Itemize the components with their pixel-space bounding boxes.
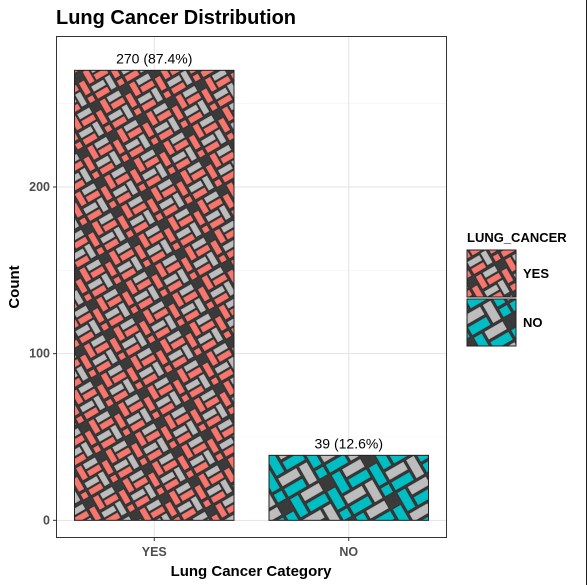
legend-items: YES NO: [466, 249, 549, 347]
y-tick-label: 0: [43, 513, 50, 527]
bar-no: [268, 454, 429, 521]
y-tick-label: 200: [29, 180, 50, 194]
x-tick-label: NO: [339, 545, 358, 559]
bar-yes: [74, 69, 235, 521]
bars: [74, 69, 429, 521]
legend-label-yes: YES: [523, 266, 549, 281]
legend-key-yes: [466, 249, 517, 298]
chart-title: Lung Cancer Distribution: [56, 7, 296, 29]
data-labels: 270 (87.4%) 39 (12.6%): [116, 50, 383, 451]
y-axis-title: Count: [6, 265, 23, 308]
x-axis: YES NO: [142, 537, 358, 559]
data-label-yes: 270 (87.4%): [116, 50, 192, 66]
legend-key-no: [466, 298, 517, 347]
x-tick-label: YES: [142, 545, 167, 559]
legend: LUNG_CANCER YES NO: [466, 230, 567, 347]
data-label-no: 39 (12.6%): [315, 435, 383, 451]
y-axis: 0 100 200: [29, 180, 57, 527]
x-axis-title: Lung Cancer Category: [171, 563, 333, 580]
legend-title: LUNG_CANCER: [467, 230, 567, 245]
y-tick-label: 100: [29, 347, 50, 361]
legend-label-no: NO: [523, 315, 543, 330]
plot-panel-border: [56, 36, 447, 538]
